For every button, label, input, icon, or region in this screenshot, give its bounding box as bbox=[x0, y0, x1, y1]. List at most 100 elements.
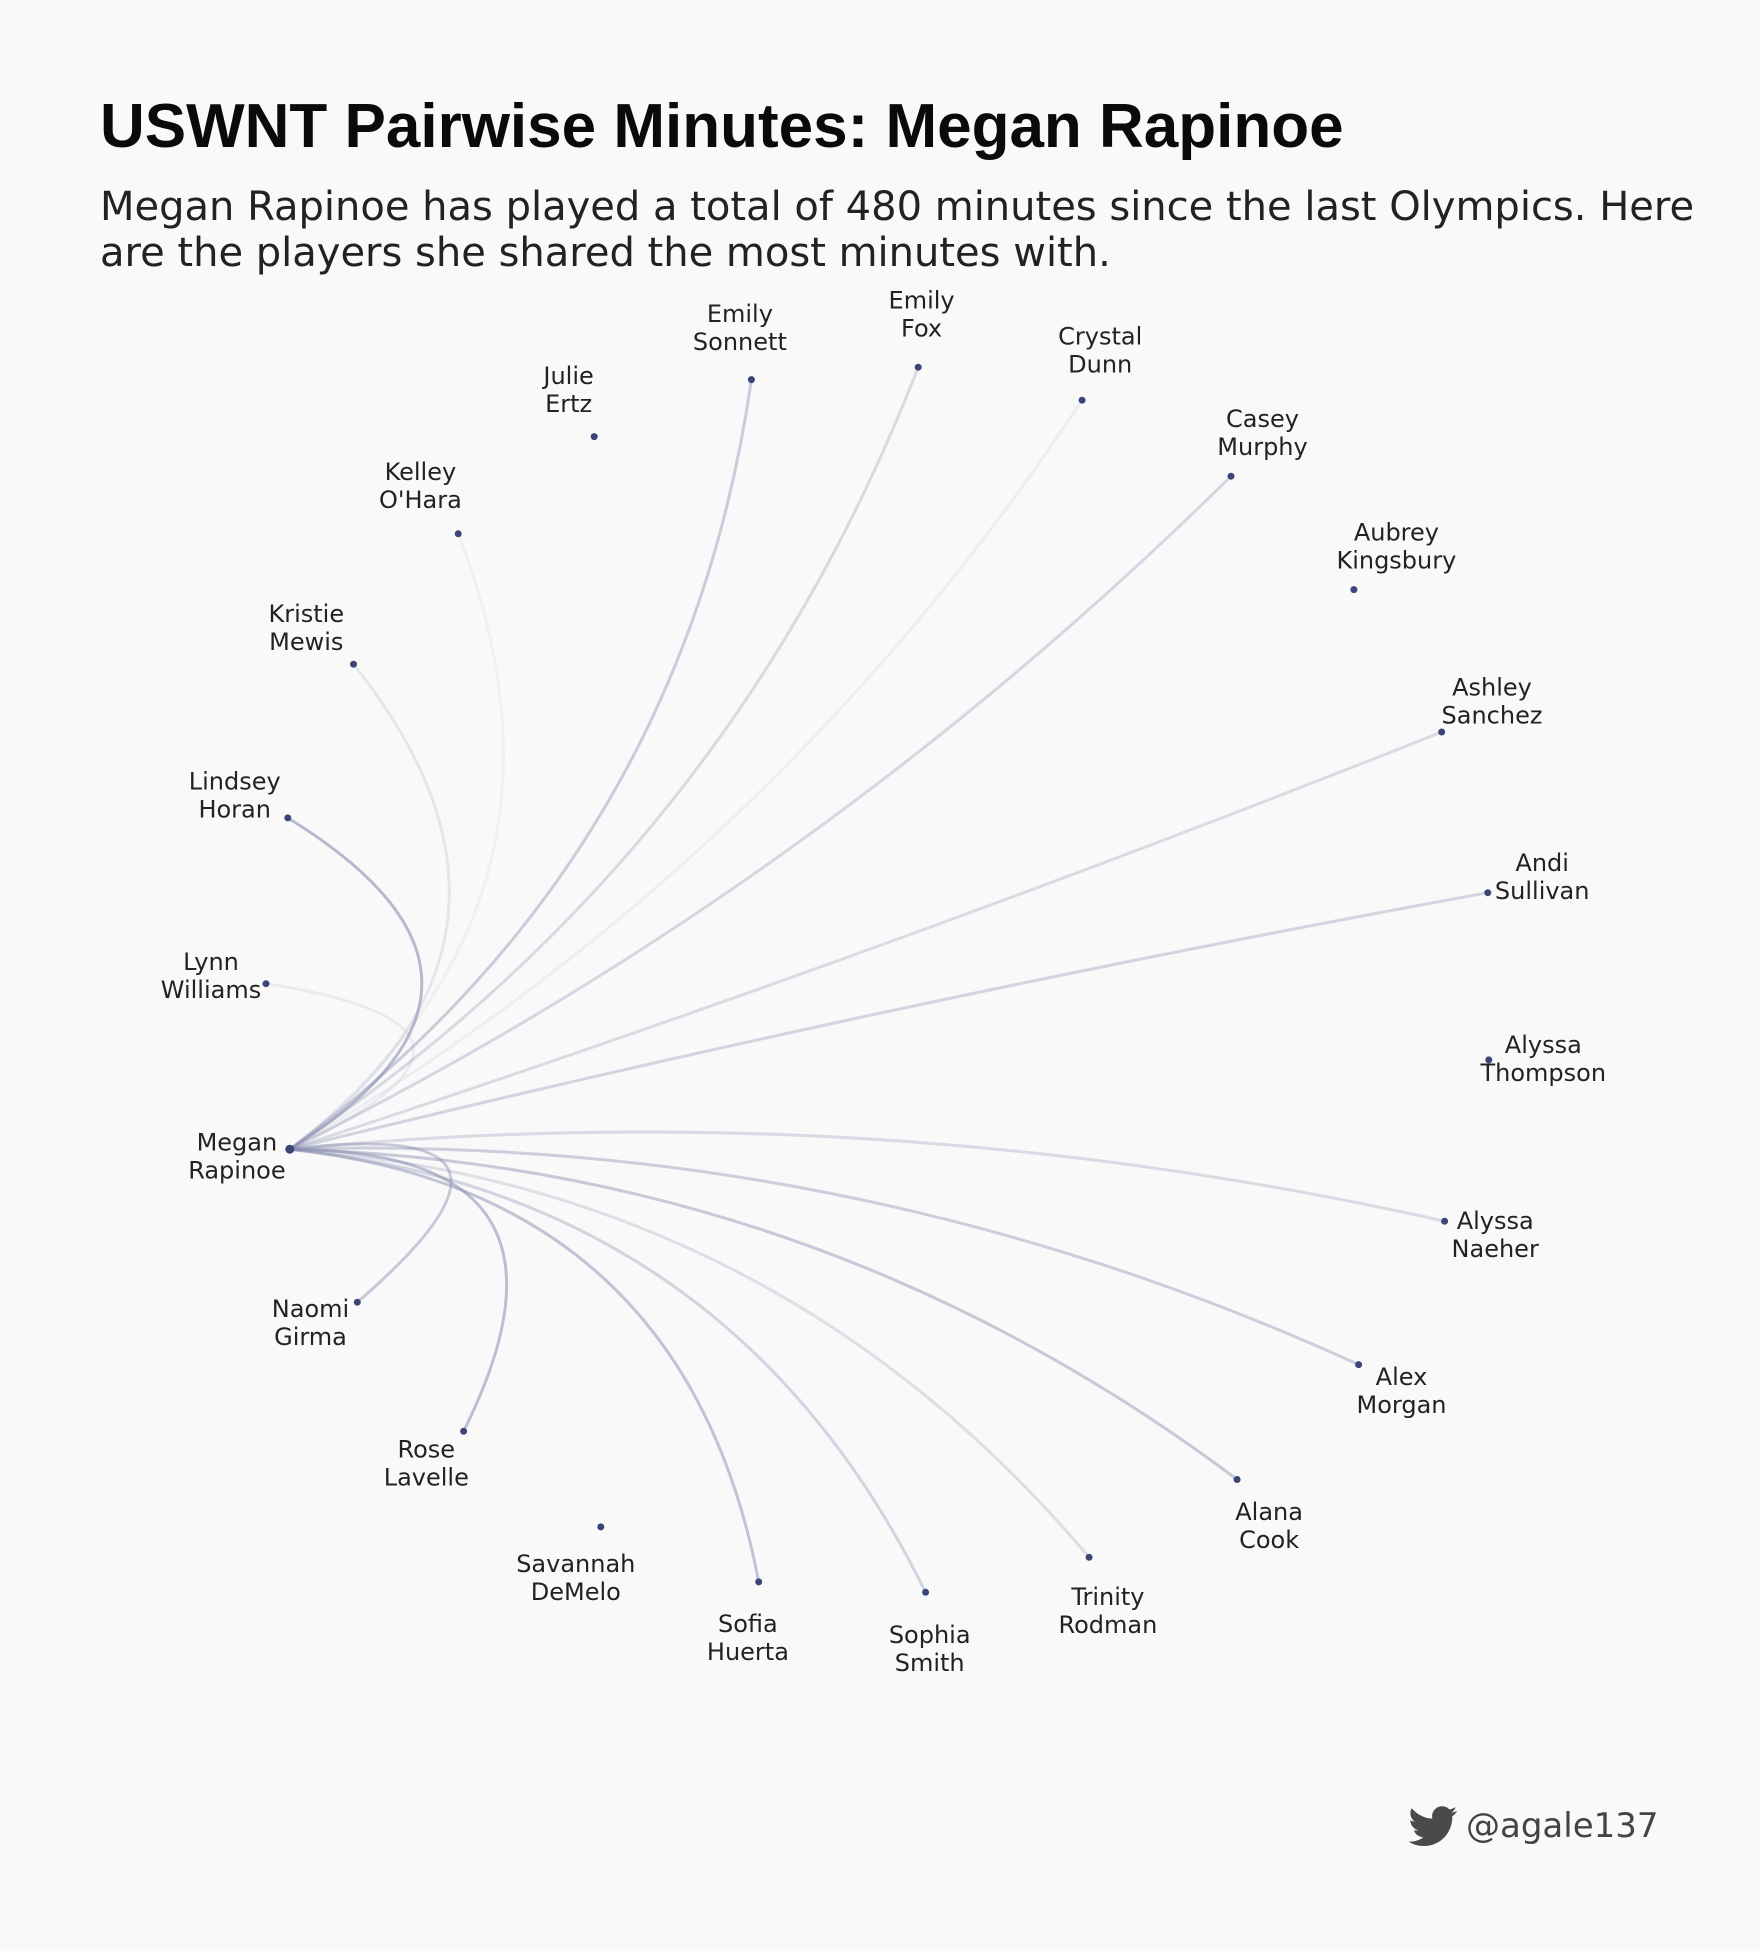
node-alyssa-thompson: Alyssa Thompson bbox=[1480, 1031, 1607, 1087]
twitter-bird-icon bbox=[1408, 1806, 1458, 1846]
node-dot bbox=[350, 660, 357, 668]
link-kristie-mewis bbox=[288, 662, 451, 1151]
link-emily-sonnett bbox=[288, 378, 753, 1151]
node-label-line: Lavelle bbox=[384, 1464, 469, 1492]
node-label-line: Mewis bbox=[269, 628, 343, 656]
node-layer: Megan Rapinoe Lynn Williams Lindsey Horan Kris… bbox=[161, 286, 1606, 1677]
node-label: Ashley Sanchez bbox=[1442, 674, 1543, 730]
node-label-line: Rodman bbox=[1058, 1611, 1157, 1639]
node-label-line: Alex bbox=[1376, 1363, 1428, 1391]
node-label-line: O'Hara bbox=[379, 486, 462, 514]
node-label-line: Alyssa bbox=[1505, 1031, 1582, 1059]
node-label: Aubrey Kingsbury bbox=[1336, 519, 1456, 575]
node-casey-murphy: Casey Murphy bbox=[1217, 405, 1308, 480]
node-savannah-demelo: Savannah DeMelo bbox=[516, 1523, 635, 1606]
node-label: Emily Fox bbox=[889, 286, 955, 342]
node-label: Lynn Williams bbox=[161, 948, 261, 1004]
node-dot bbox=[1078, 396, 1086, 404]
link-ashley-sanchez bbox=[288, 730, 1444, 1151]
node-label: Alex Morgan bbox=[1357, 1363, 1447, 1419]
node-label-line: Ashley bbox=[1452, 674, 1532, 702]
node-dot bbox=[1485, 1056, 1493, 1064]
node-label-line: Thompson bbox=[1480, 1059, 1607, 1087]
node-lindsey-horan: Lindsey Horan bbox=[189, 767, 292, 823]
link-layer bbox=[264, 365, 1490, 1594]
node-label-line: Megan bbox=[197, 1128, 278, 1156]
node-dot bbox=[285, 1144, 295, 1154]
node-rose-lavelle: Rose Lavelle bbox=[384, 1427, 469, 1492]
node-crystal-dunn: Crystal Dunn bbox=[1058, 322, 1142, 404]
node-label-line: Aubrey bbox=[1354, 519, 1439, 547]
node-label-line: Crystal bbox=[1058, 322, 1142, 350]
node-label-line: Horan bbox=[198, 795, 271, 823]
node-label: Kristie Mewis bbox=[268, 600, 344, 656]
node-label: Alyssa Thompson bbox=[1480, 1031, 1607, 1087]
node-sophia-smith: Sophia Smith bbox=[889, 1588, 971, 1677]
node-label: Naomi Girma bbox=[272, 1295, 349, 1351]
link-lindsey-horan bbox=[286, 816, 424, 1151]
node-label: Andi Sullivan bbox=[1495, 849, 1590, 905]
link-emily-fox bbox=[288, 365, 920, 1151]
node-label-line: Trinity bbox=[1070, 1583, 1144, 1611]
node-label: Kelley O'Hara bbox=[379, 458, 462, 514]
node-dot bbox=[460, 1427, 468, 1435]
node-dot bbox=[755, 1578, 763, 1586]
node-label-line: Lynn bbox=[183, 948, 239, 976]
link-sophia-smith bbox=[288, 1147, 928, 1594]
node-dot bbox=[454, 530, 462, 538]
node-kristie-mewis: Kristie Mewis bbox=[268, 600, 357, 668]
node-label-line: Sophia bbox=[889, 1621, 971, 1649]
node-label: Alana Cook bbox=[1235, 1498, 1303, 1554]
node-sofia-huerta: Sofia Huerta bbox=[707, 1578, 789, 1666]
author-handle: @agale137 bbox=[1466, 1806, 1659, 1846]
link-crystal-dunn bbox=[288, 398, 1084, 1151]
node-megan-rapinoe: Megan Rapinoe bbox=[188, 1128, 295, 1184]
link-andi-sullivan bbox=[288, 891, 1490, 1151]
node-label-line: Emily bbox=[707, 300, 773, 328]
node-julie-ertz: Julie Ertz bbox=[541, 362, 598, 441]
node-label: Julie Ertz bbox=[541, 362, 593, 418]
node-andi-sullivan: Andi Sullivan bbox=[1484, 849, 1589, 905]
node-label: Megan Rapinoe bbox=[188, 1128, 285, 1184]
link-alyssa-naeher bbox=[288, 1130, 1447, 1223]
node-kelley-ohara: Kelley O'Hara bbox=[379, 458, 462, 538]
node-label: Trinity Rodman bbox=[1058, 1583, 1157, 1639]
node-dot bbox=[922, 1588, 930, 1596]
node-dot bbox=[353, 1298, 361, 1306]
node-dot bbox=[262, 980, 270, 988]
node-label-line: Rose bbox=[398, 1436, 456, 1464]
node-label-line: Morgan bbox=[1357, 1391, 1447, 1419]
node-dot bbox=[1484, 889, 1492, 897]
node-dot bbox=[1441, 1217, 1449, 1225]
node-label-line: Naomi bbox=[272, 1295, 349, 1323]
link-kelley-ohara bbox=[288, 532, 505, 1151]
link-alex-morgan bbox=[288, 1146, 1361, 1367]
node-label: Crystal Dunn bbox=[1058, 322, 1142, 378]
link-lynn-williams bbox=[264, 982, 416, 1151]
link-sofia-huerta bbox=[288, 1147, 761, 1584]
node-label-line: Fox bbox=[901, 314, 942, 342]
node-dot bbox=[1438, 728, 1446, 736]
node-label-line: Andi bbox=[1515, 849, 1569, 877]
node-label-line: Alana bbox=[1235, 1498, 1303, 1526]
node-label-line: Kristie bbox=[268, 600, 344, 628]
node-lynn-williams: Lynn Williams bbox=[161, 948, 270, 1004]
node-dot bbox=[1350, 586, 1358, 594]
node-dot bbox=[1085, 1553, 1093, 1561]
node-label-line: Kelley bbox=[385, 458, 457, 486]
node-label-line: Cook bbox=[1239, 1526, 1299, 1554]
link-naomi-girma bbox=[288, 1142, 453, 1304]
node-label-line: Smith bbox=[895, 1649, 965, 1677]
node-dot bbox=[1355, 1361, 1363, 1369]
node-aubrey-kingsbury: Aubrey Kingsbury bbox=[1336, 519, 1456, 594]
node-label-line: Sofia bbox=[718, 1610, 778, 1638]
node-label-line: Kingsbury bbox=[1336, 547, 1456, 575]
node-label: Rose Lavelle bbox=[384, 1436, 469, 1492]
node-label-line: Naeher bbox=[1452, 1235, 1539, 1263]
node-label-line: Emily bbox=[889, 286, 955, 314]
node-dot bbox=[590, 433, 598, 441]
node-label: Casey Murphy bbox=[1217, 405, 1307, 461]
node-dot bbox=[1233, 1476, 1241, 1483]
node-ashley-sanchez: Ashley Sanchez bbox=[1438, 674, 1542, 736]
